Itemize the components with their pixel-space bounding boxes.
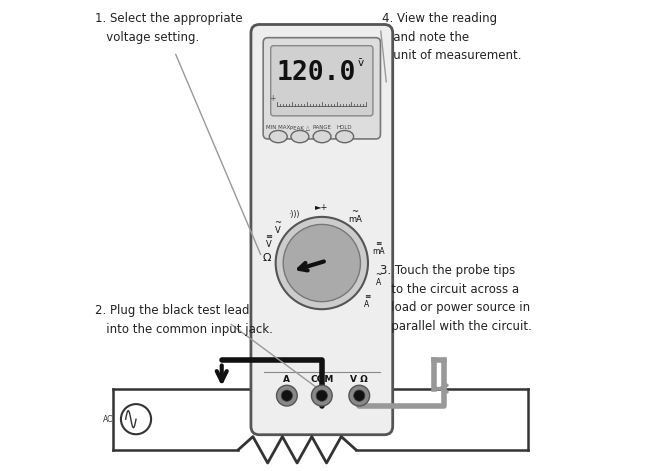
Text: voltage setting.: voltage setting. xyxy=(94,31,199,44)
Circle shape xyxy=(349,385,370,406)
Text: ~
A: ~ A xyxy=(375,270,382,287)
Text: unit of measurement.: unit of measurement. xyxy=(382,49,521,63)
Text: 4. View the reading: 4. View the reading xyxy=(382,12,497,25)
Text: V Ω: V Ω xyxy=(350,374,368,384)
Circle shape xyxy=(276,385,297,406)
Text: 1. Select the appropriate: 1. Select the appropriate xyxy=(94,12,242,25)
Circle shape xyxy=(316,390,328,401)
Text: 2. Plug the black test lead: 2. Plug the black test lead xyxy=(94,304,249,317)
Text: Ω: Ω xyxy=(262,253,271,263)
Text: ·))): ·))) xyxy=(288,210,299,219)
Text: COM: COM xyxy=(310,374,333,384)
FancyBboxPatch shape xyxy=(271,46,373,116)
Text: 3. Touch the probe tips: 3. Touch the probe tips xyxy=(379,264,515,277)
FancyBboxPatch shape xyxy=(263,38,380,139)
Text: v̄: v̄ xyxy=(357,58,364,68)
Text: RANGE: RANGE xyxy=(313,125,331,130)
Text: ≡
mA: ≡ mA xyxy=(372,239,385,256)
Text: ~
V: ~ V xyxy=(275,218,281,235)
Text: and note the: and note the xyxy=(382,31,469,44)
Circle shape xyxy=(281,390,293,401)
Text: PEAK △: PEAK △ xyxy=(290,125,310,130)
Text: HOLD: HOLD xyxy=(337,125,353,130)
Text: MIN MAX: MIN MAX xyxy=(266,125,291,130)
Text: load or power source in: load or power source in xyxy=(379,301,530,315)
Circle shape xyxy=(121,404,151,434)
Text: +: + xyxy=(269,94,276,103)
Text: ≡
V: ≡ V xyxy=(266,232,273,249)
Text: ≡
A: ≡ A xyxy=(364,292,370,309)
Circle shape xyxy=(283,224,360,301)
Ellipse shape xyxy=(336,130,353,143)
Text: to the circuit across a: to the circuit across a xyxy=(379,283,519,296)
Text: 120.0: 120.0 xyxy=(276,60,356,86)
Circle shape xyxy=(353,390,365,401)
Ellipse shape xyxy=(313,130,331,143)
Text: parallel with the circuit.: parallel with the circuit. xyxy=(379,320,532,333)
Ellipse shape xyxy=(291,130,309,143)
Text: AC: AC xyxy=(103,414,113,424)
Text: ►+: ►+ xyxy=(315,203,329,212)
Text: into the common input jack.: into the common input jack. xyxy=(94,323,273,336)
Text: A: A xyxy=(284,374,290,384)
Circle shape xyxy=(276,217,368,309)
FancyBboxPatch shape xyxy=(251,24,393,435)
Ellipse shape xyxy=(269,130,287,143)
Text: ~
mA: ~ mA xyxy=(348,208,362,225)
Circle shape xyxy=(311,385,332,406)
